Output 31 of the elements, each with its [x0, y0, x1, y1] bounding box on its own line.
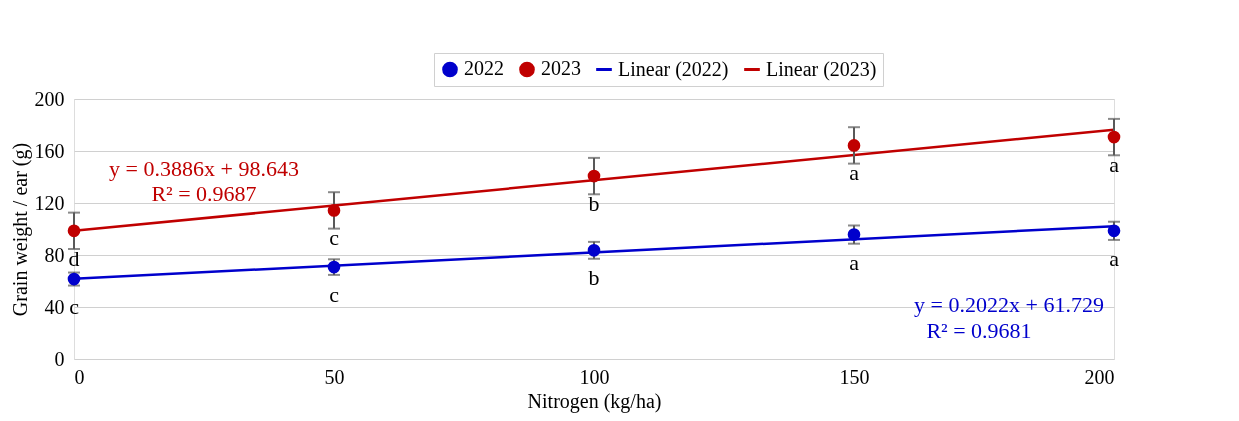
annotation: c — [329, 225, 340, 251]
annotation: c — [69, 294, 80, 320]
y-tick-label: 80 — [44, 243, 65, 266]
annotation: d — [68, 245, 80, 271]
x-tick-label: 50 — [324, 365, 345, 388]
x-tick-label: 0 — [74, 365, 85, 388]
y-tick-label: 40 — [44, 295, 65, 318]
legend-label: 2023 — [541, 57, 581, 80]
y-tick-label: 200 — [34, 87, 65, 110]
annotation: c — [329, 282, 340, 308]
y-axis-title: Grain weight / ear (g) — [8, 142, 32, 317]
annotation: R² = 0.9681 — [926, 318, 1032, 344]
x-tick-label: 100 — [579, 365, 610, 388]
x-tick-label: 150 — [839, 365, 870, 388]
y-tick-label: 0 — [54, 347, 65, 370]
annotation: R² = 0.9687 — [151, 180, 257, 206]
annotation: a — [1109, 152, 1120, 178]
y-tick-label: 120 — [34, 191, 65, 214]
annotation: a — [849, 249, 860, 275]
legend-label: Linear (2023) — [766, 57, 877, 81]
x-axis-title: Nitrogen (kg/ha) — [527, 389, 662, 413]
annotation: y = 0.2022x + 61.729 — [914, 292, 1104, 318]
annotation: a — [849, 160, 860, 186]
annotation: b — [588, 265, 600, 291]
legend-label: 2022 — [464, 57, 504, 80]
y-tick-label: 160 — [34, 139, 65, 162]
legend-label: Linear (2022) — [618, 57, 729, 81]
annotation: b — [588, 191, 600, 217]
annotation: y = 0.3886x + 98.643 — [109, 155, 299, 181]
x-tick-label: 200 — [1084, 365, 1115, 388]
annotation: a — [1109, 245, 1120, 271]
